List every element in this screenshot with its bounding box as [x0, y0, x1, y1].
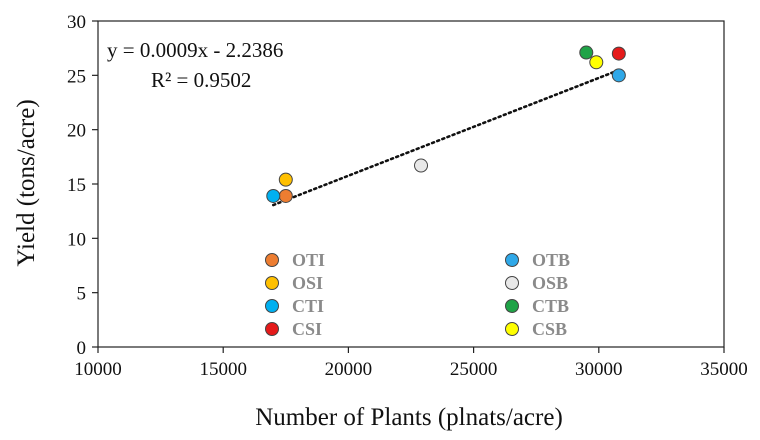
legend-label-ctb: CTB: [532, 296, 569, 316]
text-layer: y = 0.0009x - 2.2386 R² = 0.9502 Number …: [13, 38, 563, 431]
legend-marker-csi: [265, 322, 279, 336]
r-squared-label: R² = 0.9502: [151, 68, 251, 92]
legend-marker-osi: [265, 276, 279, 290]
y-axis-title: Yield (tons/acre): [13, 99, 40, 266]
legend-label-cti: CTI: [292, 296, 324, 316]
legend-marker-otb: [505, 253, 519, 267]
trendline-layer: [271, 68, 621, 207]
legend-marker-csb: [505, 322, 519, 336]
data-point-osi: [278, 172, 293, 187]
data-point-csb: [589, 55, 604, 70]
legend-label-osb: OSB: [532, 273, 568, 293]
legend-marker-oti: [265, 253, 279, 267]
legend: OTI OSI CTI CSI OTB OSB CTB CSB: [265, 250, 570, 339]
legend-marker-ctb: [505, 299, 519, 313]
trendline: [271, 68, 621, 207]
data-point-osb: [414, 158, 429, 173]
data-point-csi: [611, 46, 626, 61]
y-tick-label: 10: [67, 229, 86, 250]
y-tick-label: 20: [67, 121, 86, 142]
legend-label-csi: CSI: [292, 319, 322, 339]
y-tick-label: 25: [67, 66, 86, 87]
x-tick-label: 35000: [700, 359, 748, 380]
legend-label-osi: OSI: [292, 273, 323, 293]
trendline-equation: y = 0.0009x - 2.2386: [107, 38, 283, 62]
data-point-ctb: [579, 45, 594, 60]
x-tick-label: 25000: [450, 359, 498, 380]
x-axis-title: Number of Plants (plnats/acre): [255, 404, 563, 431]
legend-label-oti: OTI: [292, 250, 325, 270]
x-tick-label: 30000: [575, 359, 623, 380]
y-tick-label: 15: [67, 175, 86, 196]
data-point-otb: [611, 68, 626, 83]
x-tick-label: 10000: [74, 359, 122, 380]
legend-label-csb: CSB: [532, 319, 567, 339]
y-tick-label: 0: [77, 338, 87, 359]
data-point-oti: [278, 188, 293, 203]
x-tick-label: 15000: [199, 359, 247, 380]
x-tick-label: 20000: [325, 359, 373, 380]
legend-label-otb: OTB: [532, 250, 570, 270]
legend-marker-cti: [265, 299, 279, 313]
legend-marker-osb: [505, 276, 519, 290]
y-tick-label: 30: [67, 12, 86, 33]
data-points-layer: [266, 45, 626, 203]
data-point-cti: [266, 188, 281, 203]
axes-layer: 10000 15000 20000 25000 30000 35000 0 5 10 15 20 25…: [67, 12, 748, 380]
y-tick-label: 5: [77, 284, 87, 305]
